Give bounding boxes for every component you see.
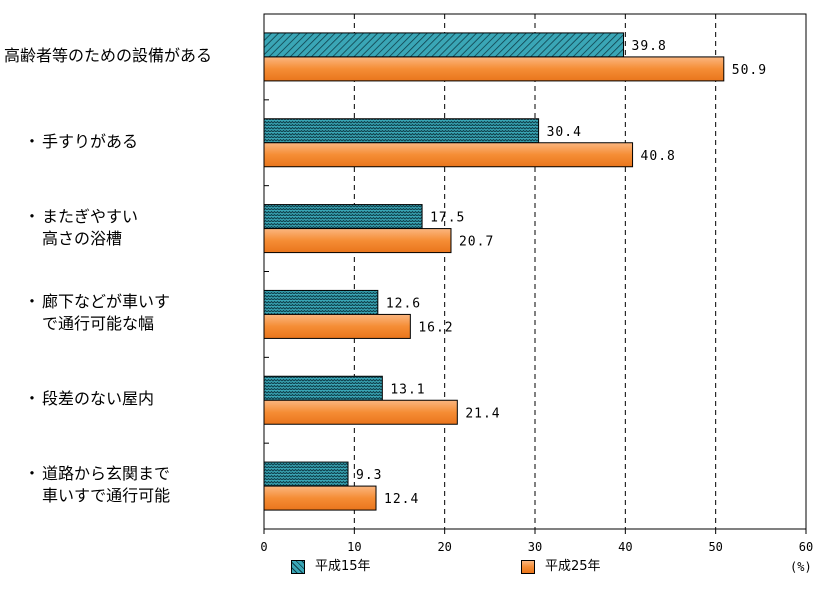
bar-2003 [263, 118, 540, 144]
category-label-line: 高齢者等のための設備がある [4, 45, 213, 65]
data-label-2013: 20.7 [459, 235, 494, 250]
category-label-line: 廊下などが車いす [42, 292, 171, 312]
legend-label-2013: 平成25年 [545, 559, 601, 574]
legend-swatch-2013 [521, 560, 535, 574]
category-label-line: 手すりがある [42, 131, 139, 151]
category-label: ・廊下などが車いす で通行可能な幅 [24, 291, 170, 335]
legend-label-2003: 平成15年 [315, 559, 371, 574]
data-label-2013: 40.8 [641, 149, 676, 164]
data-label-2003: 9.3 [356, 468, 382, 483]
data-label-2013: 50.9 [732, 63, 767, 78]
unit-label: (%) [790, 560, 812, 574]
bar-2013 [263, 313, 411, 339]
legend-item-2013: 平成25年 [521, 558, 601, 576]
bars-layer: 39.8 50.9 30.4 40.8 17.5 20.7 12.6 16.2 13.1 21.4… [263, 32, 767, 511]
x-tick-label: 50 [708, 540, 722, 554]
x-tick-label: 0 [260, 540, 267, 554]
bar-2013 [263, 228, 452, 254]
bar-2003 [263, 289, 379, 315]
bar-2003 [263, 375, 383, 401]
data-label-2003: 39.8 [632, 39, 667, 54]
category-label: ・道路から玄関まで 車いすで通行可能 [24, 463, 170, 507]
legend-swatch-2003 [291, 560, 305, 574]
bar-2003 [263, 461, 349, 487]
x-tick-label: 30 [528, 540, 542, 554]
category-bullet: ・ [24, 464, 41, 484]
category-label-line: 高さの浴槽 [42, 228, 123, 248]
bar-2003 [263, 204, 423, 230]
category-label-line: 段差のない屋内 [42, 389, 155, 409]
data-label-2003: 17.5 [430, 211, 465, 226]
grid-layer [353, 14, 717, 529]
category-label-line: 道路から玄関まで [42, 464, 171, 484]
data-label-2013: 16.2 [418, 320, 453, 335]
axis-layer: 0 10 20 30 40 50 60 [260, 13, 813, 554]
data-label-2013: 21.4 [465, 406, 500, 421]
legend-item-2003: 平成15年 [291, 558, 371, 576]
bar-2013 [263, 399, 458, 425]
x-tick-label: 20 [437, 540, 451, 554]
category-label-line: 車いすで通行可能 [42, 486, 171, 506]
category-bullet: ・ [24, 131, 41, 151]
data-label-2013: 12.4 [384, 492, 419, 507]
plot-frame [263, 13, 807, 530]
category-label: ・またぎやすい 高さの浴槽 [24, 206, 138, 250]
bar-2013 [263, 485, 377, 511]
category-label-line: またぎやすい [42, 206, 139, 226]
category-label: ・手すりがある [24, 131, 138, 153]
x-tick-label: 60 [799, 540, 813, 554]
category-label: ・段差のない屋内 [24, 388, 154, 410]
category-bullet: ・ [24, 206, 41, 226]
bar-2013 [263, 56, 725, 82]
bar-2013 [263, 142, 634, 168]
data-label-2003: 13.1 [390, 382, 425, 397]
x-tick-label: 40 [618, 540, 632, 554]
data-label-2003: 30.4 [547, 125, 582, 140]
bar-2003 [263, 32, 625, 58]
category-label-line: で通行可能な幅 [42, 314, 155, 334]
x-tick-label: 10 [347, 540, 361, 554]
category-label: 高齢者等のための設備がある [4, 45, 212, 67]
category-bullet: ・ [24, 389, 41, 409]
data-label-2003: 12.6 [386, 296, 421, 311]
category-bullet: ・ [24, 292, 41, 312]
